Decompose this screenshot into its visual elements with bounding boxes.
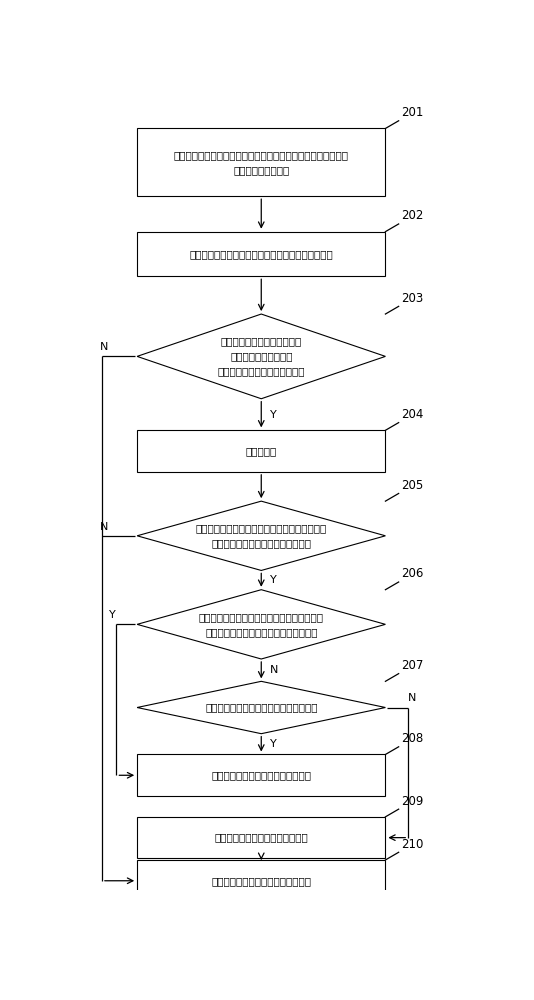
Text: 202: 202 [400,209,423,222]
Text: 207: 207 [400,659,423,672]
Bar [137,817,386,858]
Text: 确定燃料电池系统的阴极不存在泄漏: 确定燃料电池系统的阴极不存在泄漏 [211,770,311,780]
Text: 203: 203 [400,292,423,305]
Polygon shape [137,501,386,570]
Bar [137,754,386,796]
Text: N: N [270,665,278,675]
Text: 205: 205 [400,479,423,492]
Text: Y: Y [270,410,277,420]
Text: 判断在启动空压机之后，空压机的实时工作参数
在预设时长内是否达到目标工作参数: 判断在启动空压机之后，空压机的实时工作参数 在预设时长内是否达到目标工作参数 [195,523,327,548]
Text: 分别检测旁通阀、截止阀和背压阀各自对应的开度值: 分别检测旁通阀、截止阀和背压阀各自对应的开度值 [190,249,333,259]
Text: 206: 206 [400,567,423,580]
Text: 208: 208 [400,732,423,745]
Text: N: N [100,342,108,352]
Bar [137,232,386,276]
Bar [137,128,386,196]
Text: N: N [100,522,108,532]
Text: 201: 201 [400,106,423,119]
Text: 控制燃料电池系统进入故障响应模式: 控制燃料电池系统进入故障响应模式 [211,876,311,886]
Text: 当接收到用于启动燃料电池系统的启动指令时，打开旁通阀，并
关闭截止阀和背压阀: 当接收到用于启动燃料电池系统的启动指令时，打开旁通阀，并 关闭截止阀和背压阀 [174,150,349,175]
Polygon shape [137,314,386,399]
Text: Y: Y [270,739,277,749]
Text: 确定燃料电池系统的阴极存在泄漏: 确定燃料电池系统的阴极存在泄漏 [214,833,308,843]
Text: 210: 210 [400,838,423,851]
Text: Y: Y [270,575,277,585]
Text: 209: 209 [400,795,423,808]
Text: 判断空压机出口处和增湿器出口处的压力差值
是否处于预先设定的正常压力差值范围内: 判断空压机出口处和增湿器出口处的压力差值 是否处于预先设定的正常压力差值范围内 [199,612,324,637]
Polygon shape [137,590,386,659]
Text: 根据旁通阀、截止阀和背压阀
各自对应的开度值判断
燃料电池系统是否处于正常状态: 根据旁通阀、截止阀和背压阀 各自对应的开度值判断 燃料电池系统是否处于正常状态 [217,337,305,376]
Text: 启动空压机: 启动空压机 [246,446,277,456]
Polygon shape [137,681,386,734]
Text: 204: 204 [400,408,423,421]
Text: Y: Y [109,610,116,620]
Text: N: N [408,693,417,703]
Text: 判断平均值是否处于正常压力差值范围内: 判断平均值是否处于正常压力差值范围内 [205,703,318,713]
Bar [137,860,386,902]
Bar [137,430,386,472]
